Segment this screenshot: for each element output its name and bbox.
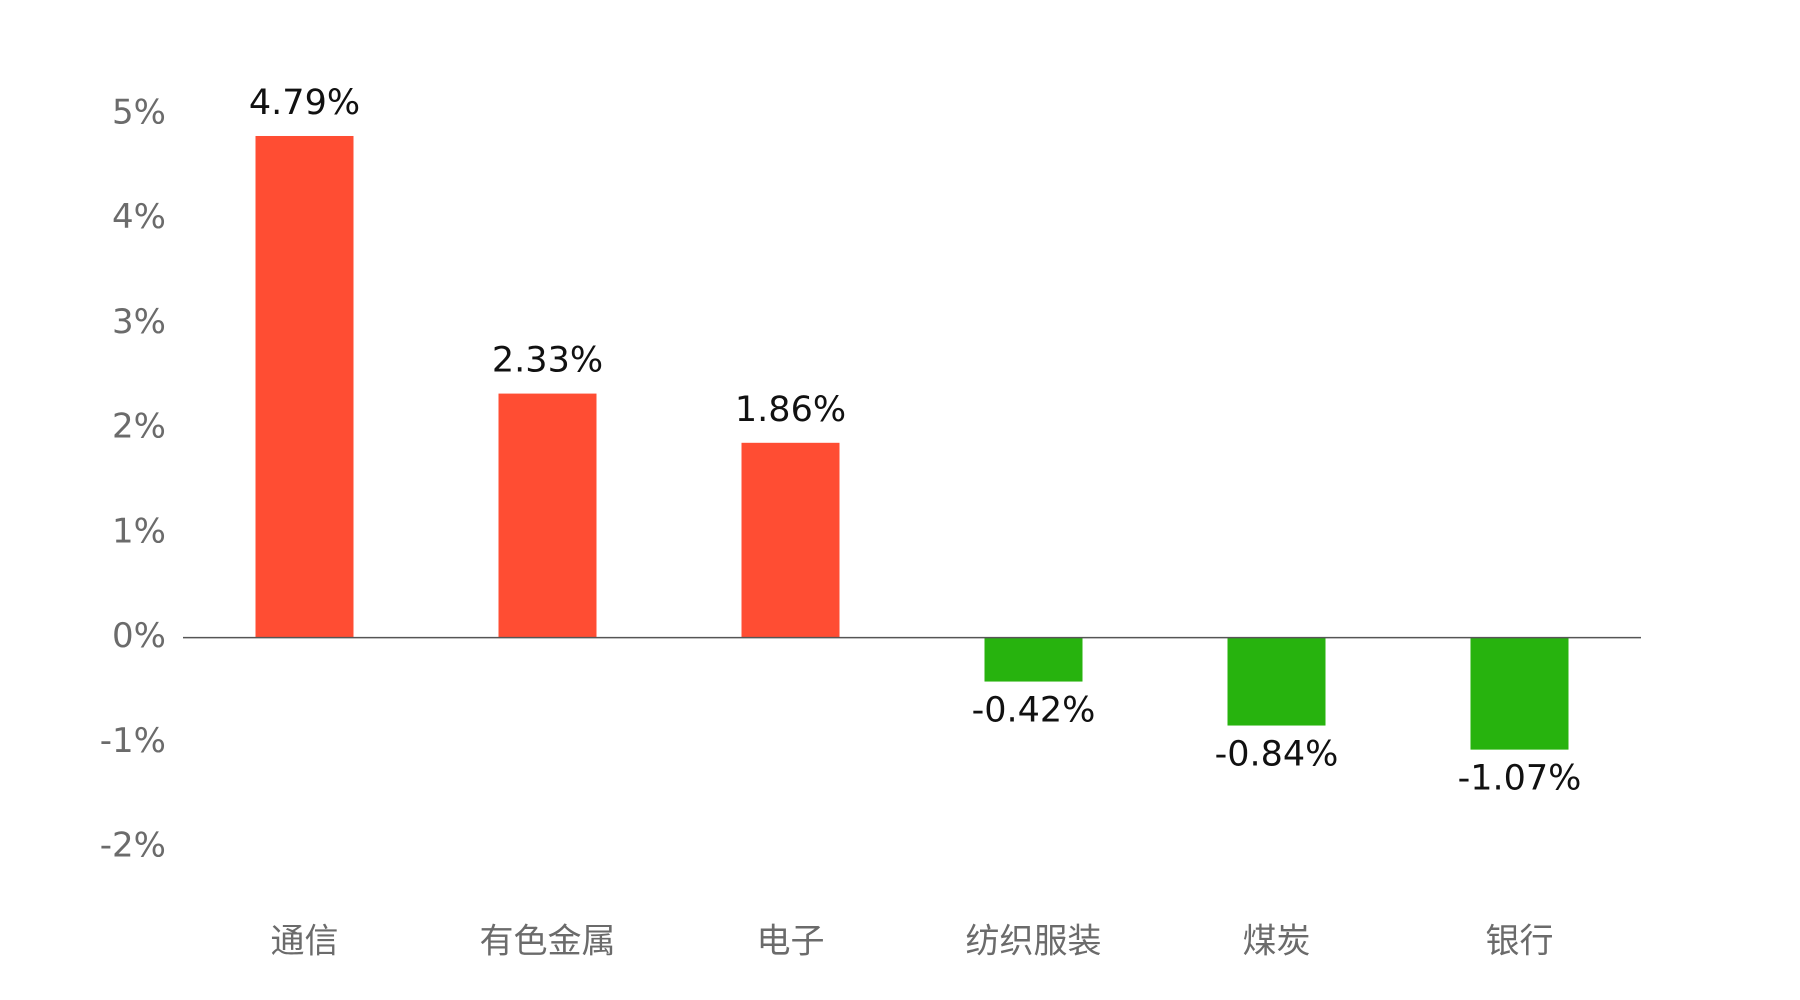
x-tick-label: 有色金属 xyxy=(480,922,616,962)
y-tick-label: 5% xyxy=(112,93,166,133)
bar xyxy=(984,637,1083,682)
y-tick-label: 3% xyxy=(112,302,166,342)
y-tick-label: 4% xyxy=(112,197,166,237)
value-label: 4.79% xyxy=(249,83,360,123)
y-tick-label: 2% xyxy=(112,407,166,447)
value-label: 1.86% xyxy=(735,390,846,430)
x-tick-label: 纺织服装 xyxy=(966,922,1102,962)
x-tick-label: 煤炭 xyxy=(1243,922,1311,962)
x-tick-label: 银行 xyxy=(1486,922,1554,962)
y-tick-label: 1% xyxy=(112,511,166,551)
x-tick-label: 通信 xyxy=(271,922,339,962)
value-label: -0.42% xyxy=(972,691,1096,731)
value-label: 2.33% xyxy=(492,341,603,381)
bar xyxy=(1227,637,1326,726)
y-tick-label: 0% xyxy=(112,616,166,656)
y-tick-label: -2% xyxy=(100,826,166,866)
bar xyxy=(498,393,597,638)
value-label: -0.84% xyxy=(1215,735,1339,775)
value-label: -1.07% xyxy=(1458,759,1582,799)
x-tick-label: 电子 xyxy=(757,922,825,962)
y-tick-label: -1% xyxy=(100,721,166,761)
bar xyxy=(255,135,354,638)
bar xyxy=(741,442,840,638)
bar xyxy=(1470,637,1569,750)
